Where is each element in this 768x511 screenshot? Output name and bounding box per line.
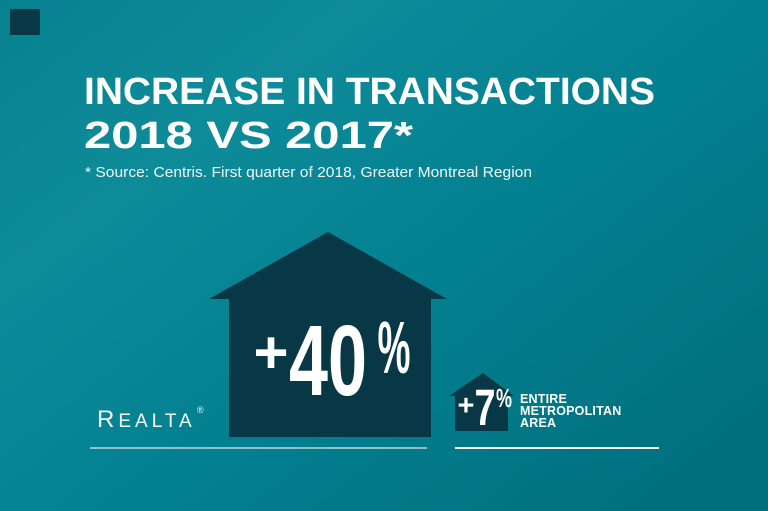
brand-logo: REALTA ® [97,405,204,433]
page-title-line2: 2018 VS 2017* [84,115,413,157]
metro-caption-line1: ENTIRE [520,392,567,406]
brand-rest-letters: EALTA [118,411,195,432]
corner-brand-mark [10,9,40,35]
page-title-line1: INCREASE IN TRANSACTIONS [84,71,655,113]
realta-increase-value: 40 [289,305,367,417]
metro-increase-plus: + [458,390,475,422]
metro-increase-percent: % [496,383,512,413]
metro-caption-line2: METROPOLITAN [520,404,621,418]
metro-increase-value: 7 [475,379,496,436]
realta-house-pictogram: + 40 % [209,232,447,437]
small-house-icon [449,373,514,431]
divider-right [455,447,659,449]
big-house-icon [209,232,447,437]
registered-trademark-symbol: ® [197,405,204,415]
realta-increase-percent: % [378,306,411,389]
metro-area-caption: ENTIRE METROPOLITAN AREA [520,392,621,430]
brand-lead-letter: R [97,406,118,433]
divider-left [90,447,427,449]
metro-caption-line3: AREA [520,416,556,430]
source-note: * Source: Centris. First quarter of 2018… [85,165,532,181]
realta-increase-plus: + [253,319,288,386]
metro-house-pictogram: + 7 % [449,373,514,436]
brand-wordmark: REALTA [97,406,196,433]
